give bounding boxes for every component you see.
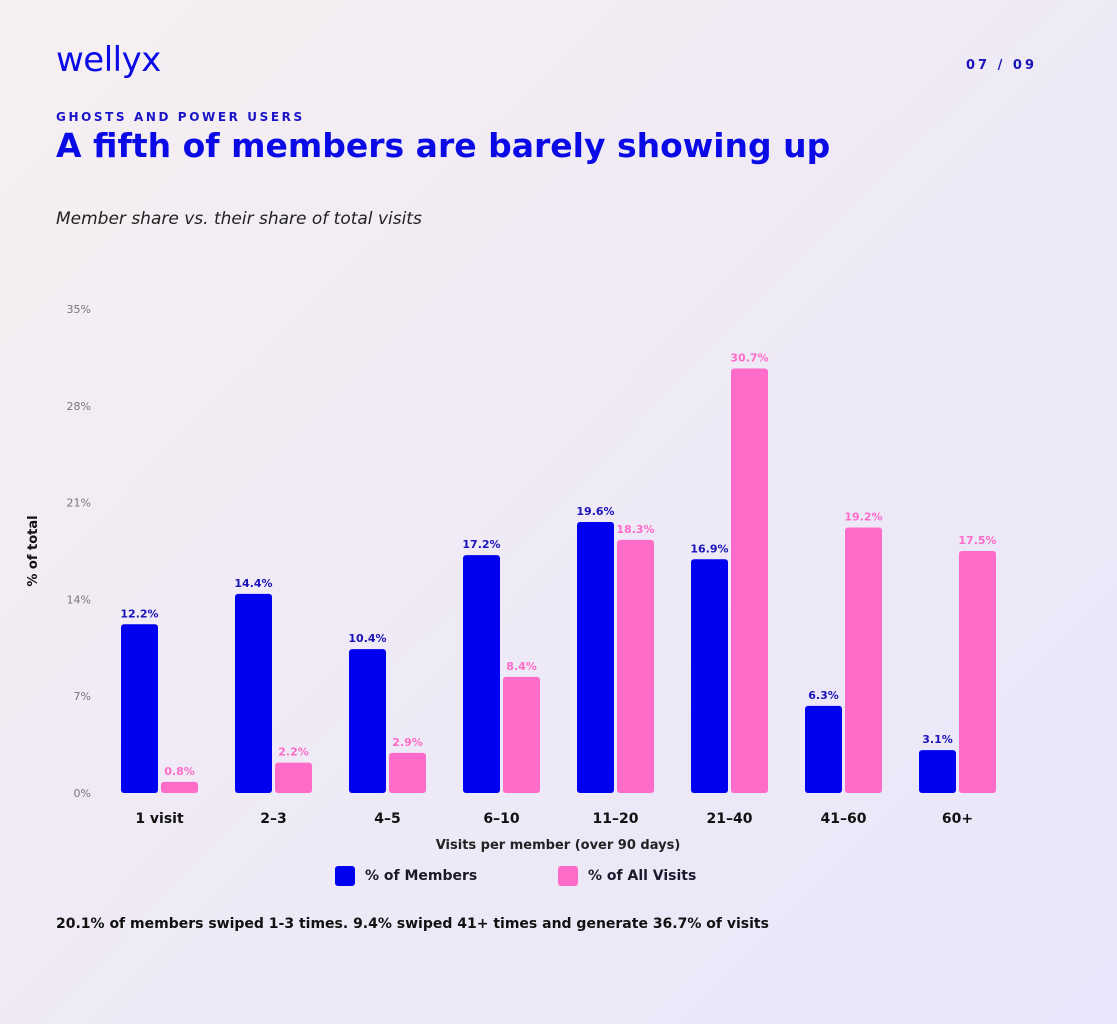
data-label-visits: 2.2% bbox=[278, 746, 309, 759]
legend-swatch-visits bbox=[558, 866, 578, 886]
data-label-visits: 18.3% bbox=[616, 523, 654, 536]
x-tick-label: 6–10 bbox=[483, 811, 519, 827]
data-label-members: 3.1% bbox=[922, 733, 953, 746]
chart-subtitle: Member share vs. their share of total vi… bbox=[56, 209, 422, 229]
bar-visits bbox=[275, 762, 312, 793]
footer-note: 20.1% of members swiped 1-3 times. 9.4% … bbox=[56, 916, 769, 932]
x-tick-label: 1 visit bbox=[135, 811, 184, 827]
x-tick-label: 21–40 bbox=[707, 811, 753, 827]
bar-members bbox=[577, 521, 614, 793]
data-label-members: 12.2% bbox=[120, 607, 158, 620]
data-label-visits: 8.4% bbox=[506, 660, 537, 673]
brand-logo: wellyx bbox=[56, 40, 161, 80]
section-eyebrow: GHOSTS AND POWER USERS bbox=[56, 110, 305, 124]
bar-visits bbox=[503, 676, 540, 793]
y-tick-label: 0% bbox=[74, 787, 91, 800]
y-axis-label: % of total bbox=[26, 515, 41, 586]
bar-chart: 0% 7% 14% 21% 28% 35% % of total 12.2% 0.8% 1 vis… bbox=[26, 303, 997, 853]
bar-visits bbox=[389, 752, 426, 793]
legend-swatch-members bbox=[335, 866, 355, 886]
y-tick-label: 7% bbox=[74, 690, 91, 703]
x-tick-label: 2–3 bbox=[260, 811, 286, 827]
x-tick-label: 41–60 bbox=[821, 811, 867, 827]
y-tick-label: 35% bbox=[67, 303, 91, 316]
bar-visits bbox=[845, 527, 882, 793]
data-label-visits: 2.9% bbox=[392, 736, 423, 749]
data-label-members: 14.4% bbox=[234, 577, 272, 590]
bar-visits bbox=[959, 551, 996, 793]
data-label-members: 17.2% bbox=[462, 538, 500, 551]
bar-members bbox=[805, 705, 842, 793]
data-label-visits: 17.5% bbox=[958, 534, 996, 547]
x-axis-label: Visits per member (over 90 days) bbox=[436, 838, 681, 853]
bar-members bbox=[235, 593, 272, 793]
x-tick-label: 11–20 bbox=[593, 811, 639, 827]
bar-visits bbox=[617, 539, 654, 793]
bar-visits bbox=[161, 781, 198, 793]
data-label-members: 19.6% bbox=[576, 505, 614, 518]
bar-members bbox=[691, 559, 728, 793]
bar-members bbox=[121, 624, 158, 793]
legend-item-visits: % of All Visits bbox=[558, 866, 696, 886]
bar-visits bbox=[731, 368, 768, 793]
bar-members bbox=[919, 750, 956, 793]
y-tick-label: 28% bbox=[67, 400, 91, 413]
page-title: A fifth of members are barely showing up bbox=[56, 126, 831, 165]
data-label-members: 16.9% bbox=[690, 542, 728, 555]
bar-members bbox=[349, 649, 386, 793]
data-label-visits: 30.7% bbox=[730, 351, 768, 364]
data-label-members: 6.3% bbox=[808, 689, 839, 702]
y-tick-label: 21% bbox=[67, 497, 91, 510]
x-tick-label: 4–5 bbox=[374, 811, 400, 827]
legend-label-visits: % of All Visits bbox=[588, 868, 697, 884]
bar-members bbox=[463, 555, 500, 793]
data-label-members: 10.4% bbox=[348, 632, 386, 645]
page-indicator: 07 / 09 bbox=[966, 58, 1037, 73]
legend-item-members: % of Members bbox=[335, 866, 477, 886]
legend-label-members: % of Members bbox=[365, 868, 478, 884]
data-label-visits: 0.8% bbox=[164, 765, 195, 778]
data-label-visits: 19.2% bbox=[844, 510, 882, 523]
x-tick-label: 60+ bbox=[942, 811, 973, 827]
y-tick-label: 14% bbox=[67, 593, 91, 606]
